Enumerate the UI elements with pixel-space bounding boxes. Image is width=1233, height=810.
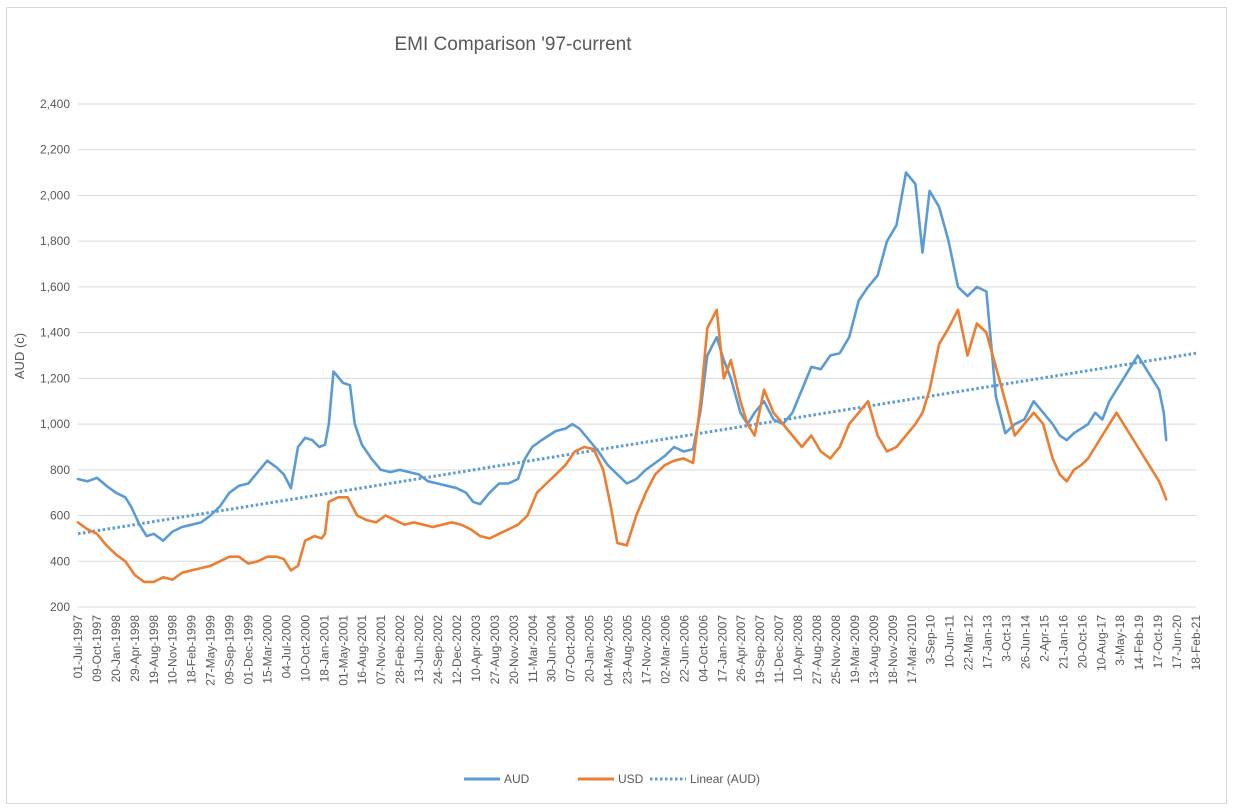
y-tick-label: 1,800 — [40, 234, 70, 248]
x-tick-label: 16-Aug-2001 — [355, 615, 369, 685]
x-tick-label: 11-Mar-2004 — [526, 615, 540, 683]
x-tick-label: 26-Jun-14 — [1018, 615, 1032, 669]
x-tick-label: 01-Jul-1997 — [71, 615, 85, 679]
x-tick-label: 10-Oct-2000 — [298, 615, 312, 682]
y-tick-label: 1,200 — [40, 371, 70, 385]
x-tick-label: 13-Aug-2009 — [867, 615, 881, 685]
x-tick-label: 20-Jan-2005 — [583, 615, 597, 683]
x-tick-label: 21-Jan-16 — [1056, 615, 1070, 669]
y-tick-label: 600 — [50, 509, 70, 523]
series-line-linear-aud — [77, 351, 1197, 536]
x-tick-label: 22-Jun-2006 — [677, 615, 691, 683]
x-tick-label: 22-Mar-12 — [962, 615, 976, 671]
x-tick-label: 17-Jan-2007 — [715, 615, 729, 683]
x-tick-label: 19-Mar-2009 — [848, 615, 862, 684]
x-tick-label: 15-Mar-2000 — [260, 615, 274, 684]
legend-label: USD — [618, 772, 644, 786]
x-tick-label: 10-Jun-11 — [943, 615, 957, 668]
chart-title: EMI Comparison '97-current — [395, 34, 633, 55]
legend-label: AUD — [504, 772, 530, 786]
x-tick-label: 3-Sep-10 — [924, 615, 938, 665]
x-tick-label: 10-Apr-2003 — [469, 615, 483, 682]
x-tick-label: 28-Feb-2002 — [393, 615, 407, 684]
y-tick-label: 1,000 — [40, 417, 70, 431]
series-line-usd — [76, 308, 1168, 584]
y-tick-label: 2,000 — [40, 188, 70, 202]
x-tick-label: 17-Jun-20 — [1170, 615, 1184, 669]
x-tick-label: 18-Nov-2009 — [886, 615, 900, 685]
x-tick-label: 19-Sep-2007 — [753, 615, 767, 685]
x-tick-label: 2-Apr-15 — [1037, 615, 1051, 662]
x-tick-label: 10-Aug-17 — [1094, 615, 1108, 671]
x-tick-label: 25-Nov-2008 — [829, 615, 843, 685]
x-tick-label: 27-May-1999 — [204, 615, 218, 686]
x-tick-label: 18-Feb-21 — [1189, 615, 1203, 671]
y-tick-label: 200 — [50, 600, 70, 614]
x-tick-label: 23-Aug-2005 — [621, 615, 635, 685]
x-tick-label: 09-Sep-1999 — [223, 615, 237, 685]
x-tick-label: 27-Aug-2008 — [810, 615, 824, 685]
x-tick-label: 10-Apr-2008 — [791, 615, 805, 682]
x-tick-label: 17-Jan-13 — [981, 615, 995, 669]
y-tick-label: 2,200 — [40, 143, 70, 157]
x-tick-label: 20-Oct-16 — [1075, 615, 1089, 669]
x-tick-label: 11-Dec-2007 — [772, 615, 786, 684]
x-tick-label: 13-Jun-2002 — [412, 615, 426, 683]
y-tick-label: 400 — [50, 554, 70, 568]
y-tick-label: 2,400 — [40, 97, 70, 111]
x-tick-label: 14-Feb-19 — [1132, 615, 1146, 671]
y-axis-ticks: 200 400 600 800 1,000 1,200 1,400 1,600 1,800 2,0… — [40, 97, 70, 614]
legend: AUD USD Linear (AUD) — [464, 772, 760, 786]
x-tick-label: 07-Oct-2004 — [564, 615, 578, 682]
y-tick-label: 1,600 — [40, 280, 70, 294]
x-tick-label: 07-Nov-2001 — [374, 615, 388, 685]
x-tick-label: 17-Oct-19 — [1151, 615, 1165, 669]
x-tick-label: 02-Mar-2006 — [658, 615, 672, 684]
x-tick-label: 04-May-2005 — [602, 615, 616, 686]
x-tick-label: 04-Jul-2000 — [279, 615, 293, 679]
x-tick-label: 30-Jun-2004 — [545, 615, 559, 683]
x-tick-label: 04-Oct-2006 — [696, 615, 710, 682]
x-tick-label: 3-Oct-13 — [1000, 615, 1014, 662]
series-lines — [76, 171, 1197, 584]
gridlines — [78, 103, 1196, 608]
chart-frame — [6, 7, 1227, 804]
x-tick-label: 3-May-18 — [1113, 615, 1127, 666]
x-tick-label: 24-Sep-2002 — [431, 615, 445, 685]
x-tick-label: 20-Jan-1998 — [109, 615, 123, 683]
x-tick-label: 17-Nov-2005 — [639, 615, 653, 685]
x-tick-label: 27-Aug-2003 — [488, 615, 502, 685]
y-tick-label: 1,400 — [40, 326, 70, 340]
x-tick-label: 18-Feb-1999 — [185, 615, 199, 684]
series-line-aud — [76, 171, 1168, 542]
y-tick-label: 800 — [50, 463, 70, 477]
x-tick-label: 12-Dec-2002 — [450, 615, 464, 685]
x-tick-label: 29-Apr-1998 — [128, 615, 142, 682]
legend-label: Linear (AUD) — [690, 772, 760, 786]
x-tick-label: 19-Aug-1998 — [147, 615, 161, 685]
x-tick-label: 26-Apr-2007 — [734, 615, 748, 682]
x-tick-label: 09-Oct-1997 — [90, 615, 104, 682]
x-tick-label: 10-Nov-1998 — [166, 615, 180, 685]
x-tick-label: 01-Dec-1999 — [242, 615, 256, 685]
y-axis-title: AUD (c) — [12, 333, 27, 379]
x-tick-label: 17-Mar-2010 — [905, 615, 919, 684]
x-axis-ticks: 01-Jul-1997 09-Oct-1997 20-Jan-1998 29-Apr-… — [71, 615, 1203, 686]
x-tick-label: 01-May-2001 — [336, 615, 350, 686]
x-tick-label: 20-Nov-2003 — [507, 615, 521, 685]
x-tick-label: 18-Jan-2001 — [317, 615, 331, 683]
